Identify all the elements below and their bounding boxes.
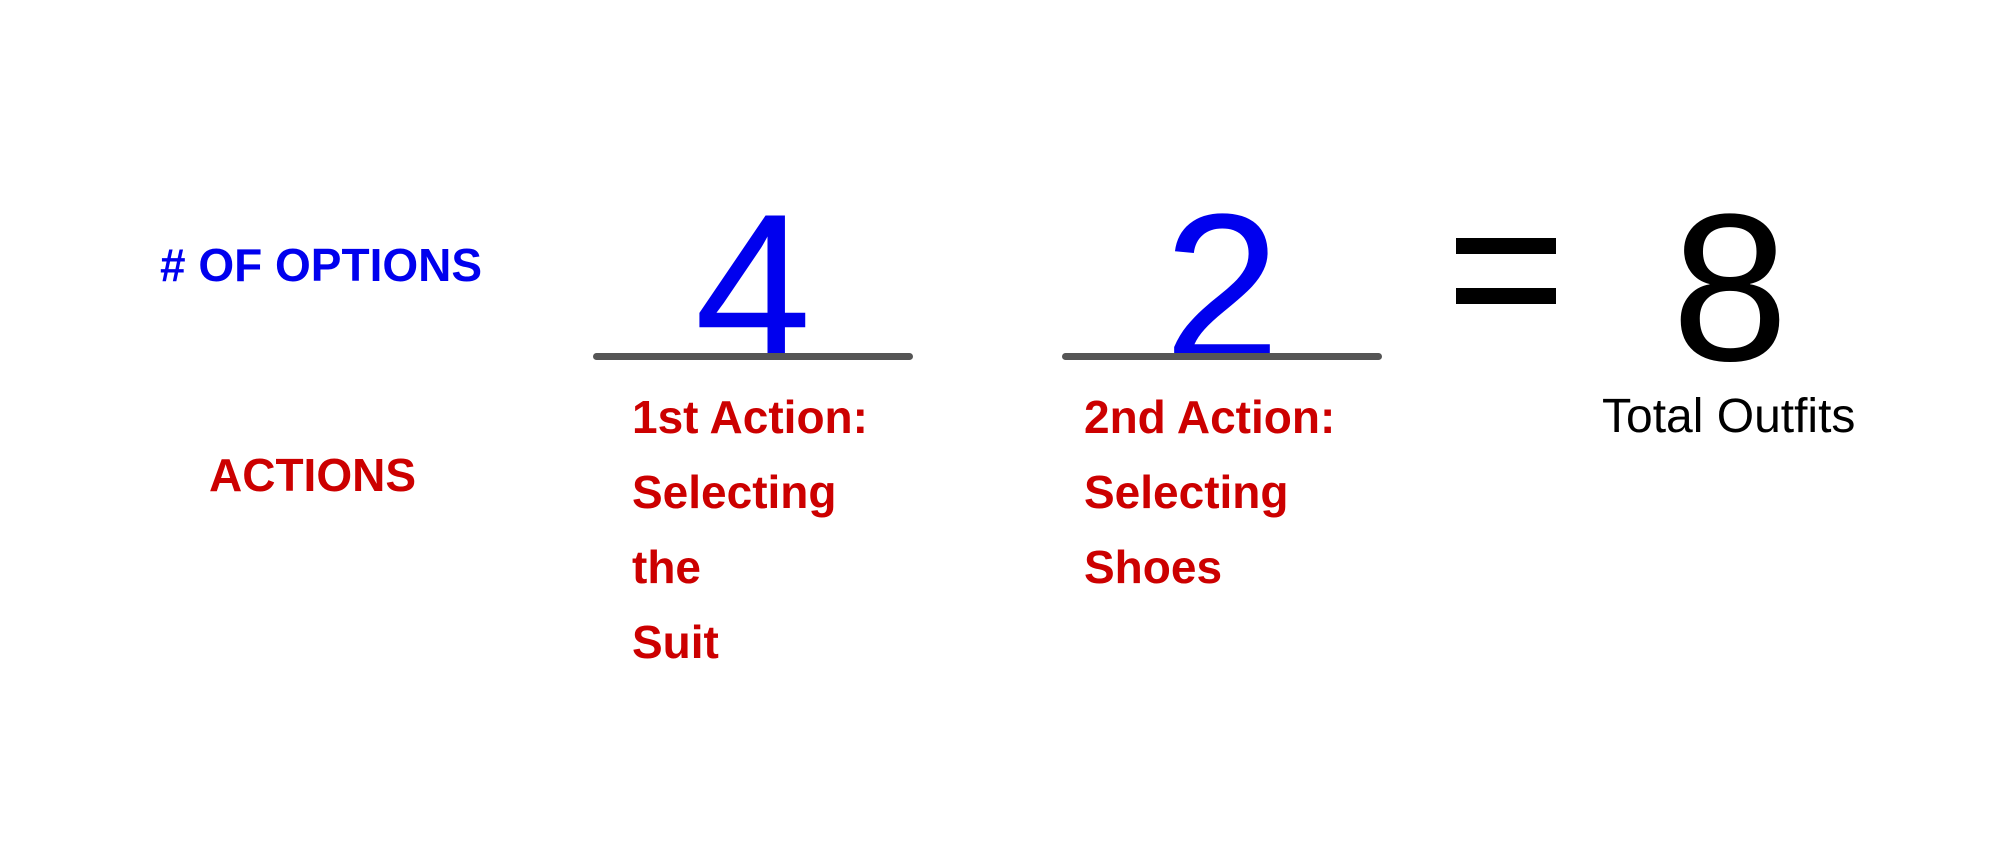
options-row-label: # OF OPTIONS [160, 239, 483, 291]
second-slot-underline [1062, 353, 1382, 360]
second-slot-options-count: 2 [1163, 170, 1281, 405]
total-outfits-caption: Total Outfits [1602, 390, 1856, 443]
first-action-line: Selecting [632, 466, 837, 518]
first-action-line: 1st Action: [632, 391, 868, 443]
first-action-description: 1st Action: Selecting the Suit [632, 380, 868, 680]
first-slot-options-count: 4 [694, 170, 812, 405]
first-action-line: the [632, 541, 701, 593]
first-slot-underline [593, 353, 913, 360]
equals-sign [1456, 238, 1556, 308]
equals-bottom-bar [1456, 288, 1556, 304]
actions-row-label: ACTIONS [209, 449, 416, 501]
second-action-line: 2nd Action: [1084, 391, 1336, 443]
second-action-description: 2nd Action: Selecting Shoes [1084, 380, 1335, 605]
first-action-line: Suit [632, 616, 719, 668]
equals-top-bar [1456, 238, 1556, 254]
total-outfits-value: 8 [1671, 170, 1789, 405]
second-action-line: Shoes [1084, 541, 1223, 593]
second-action-line: Selecting [1084, 466, 1289, 518]
